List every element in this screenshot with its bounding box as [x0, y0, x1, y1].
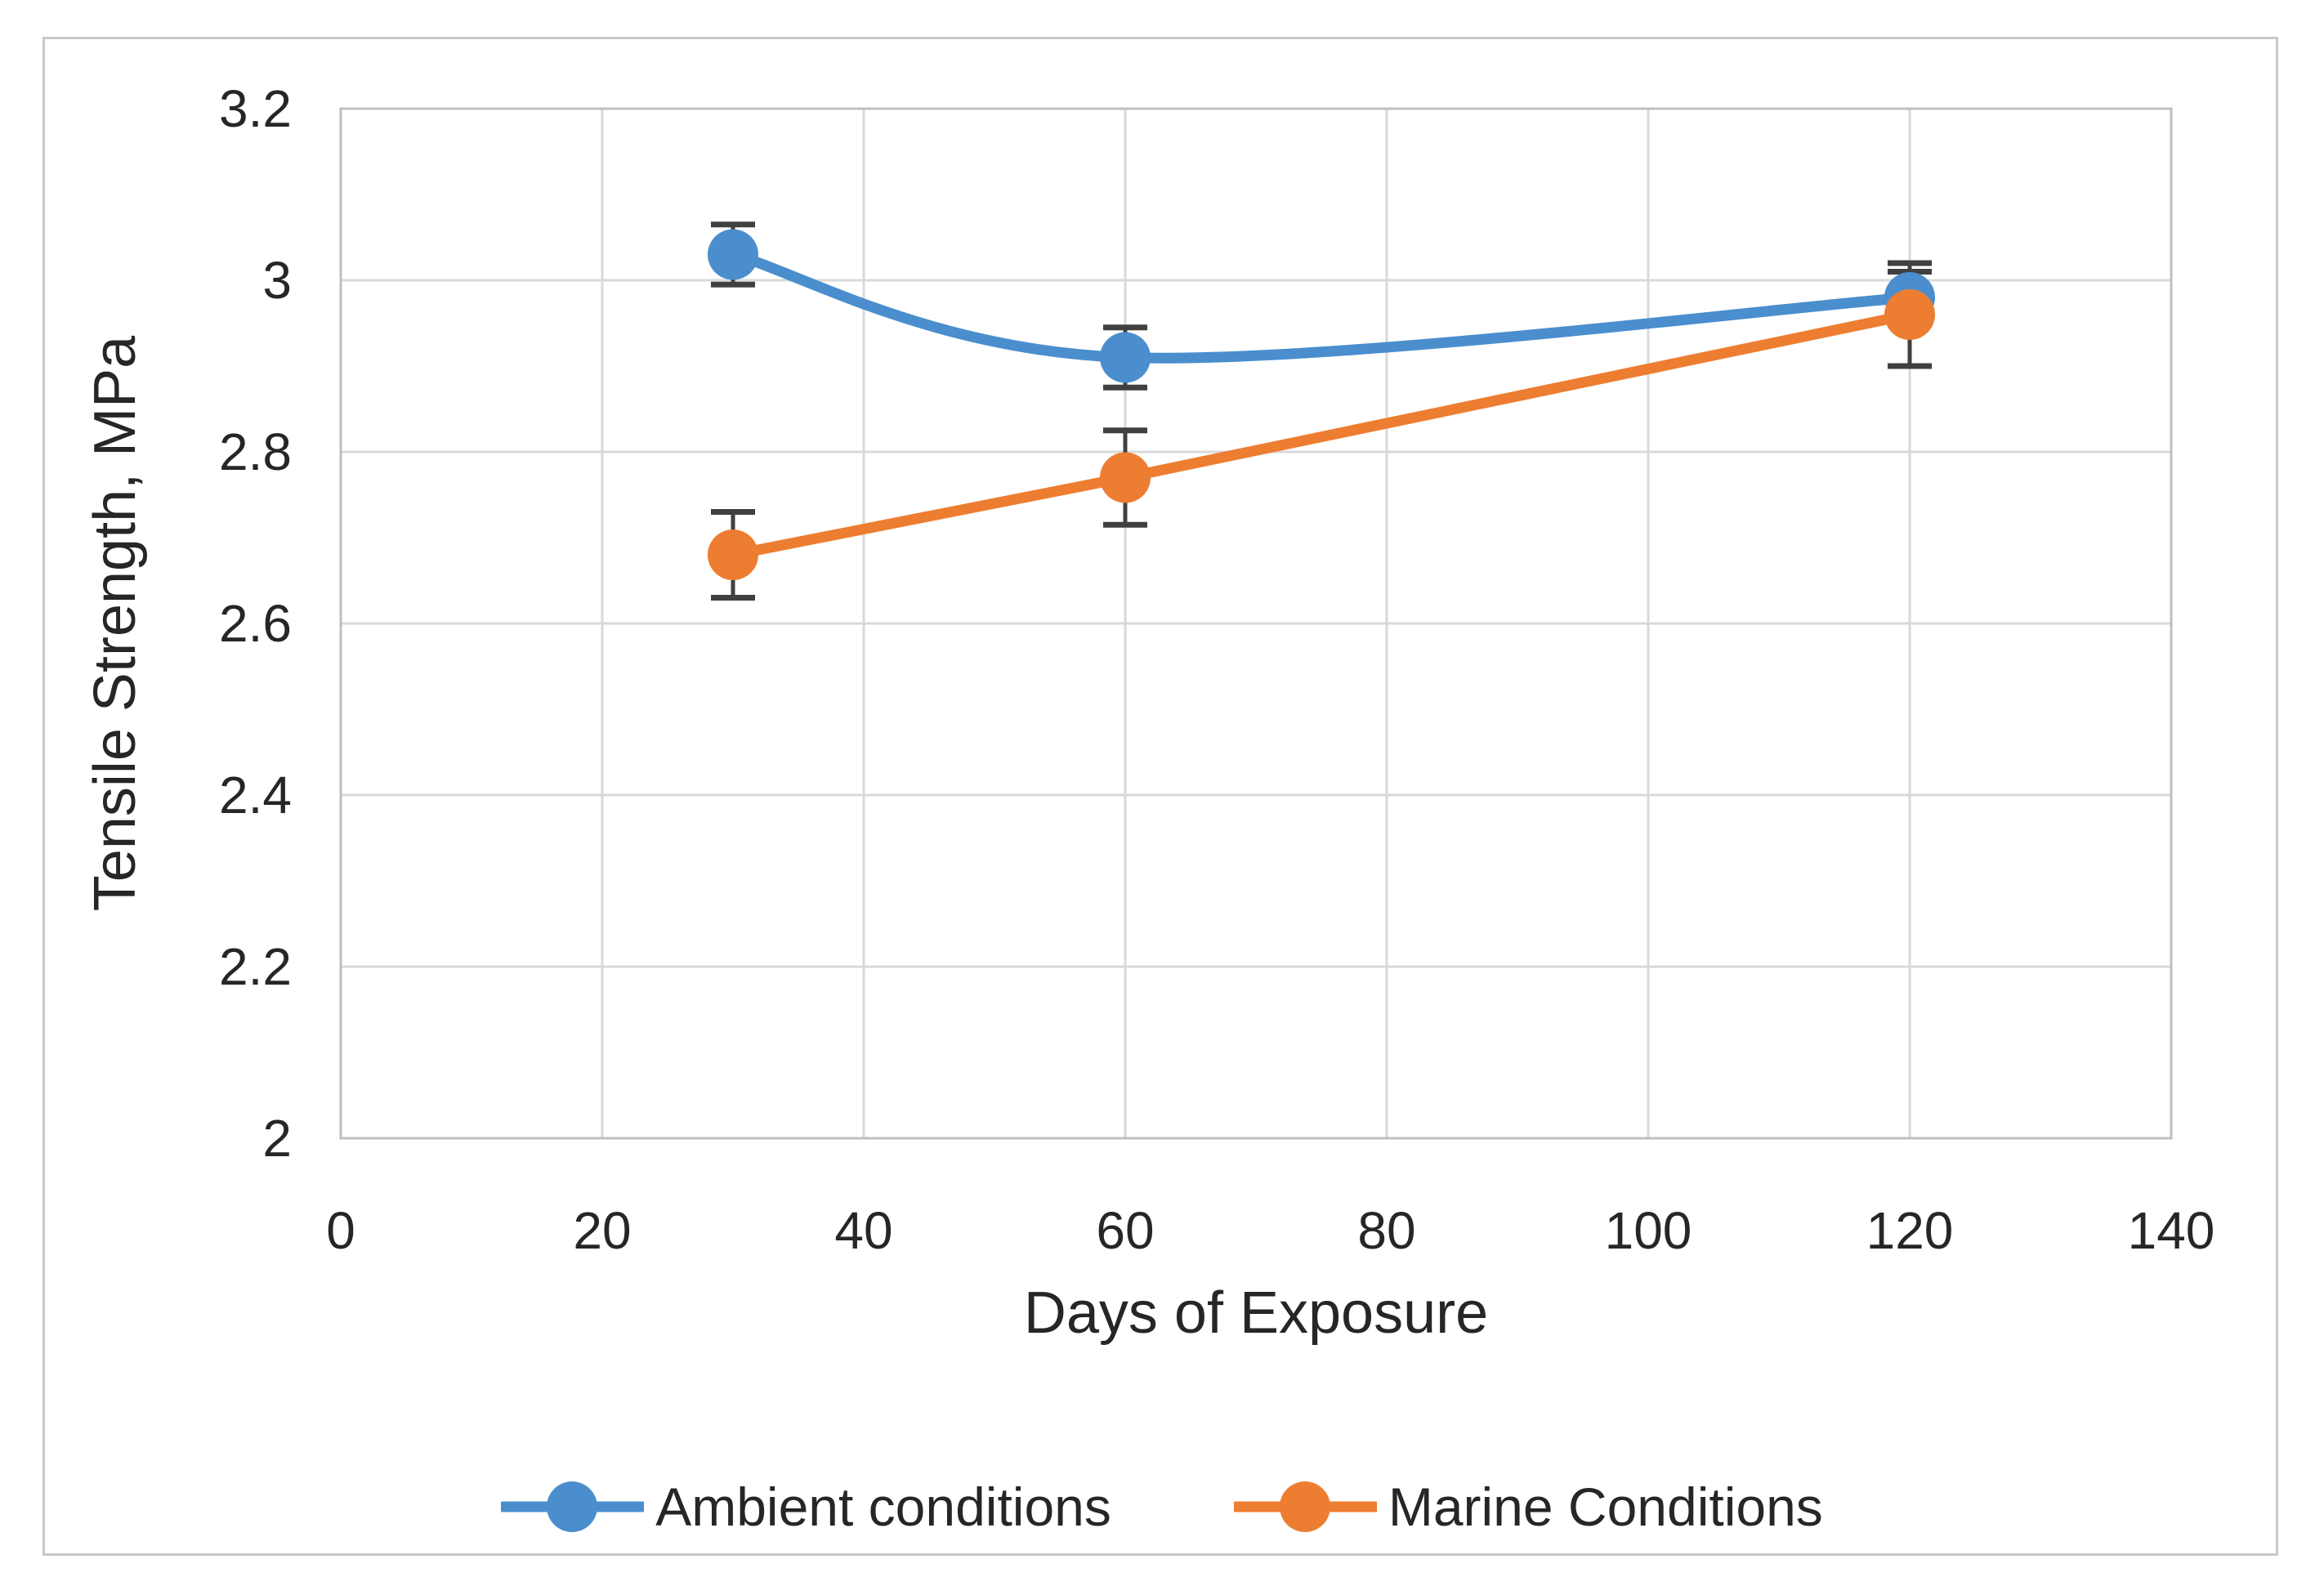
y-tick-label: 2.2 — [219, 937, 292, 996]
y-axis-title: Tensile Strength, MPa — [83, 335, 148, 912]
chart-legend: Ambient conditions Marine Conditions — [0, 1476, 2324, 1538]
data-point-marker-marine-conditions — [1100, 452, 1151, 503]
y-tick-label: 2.4 — [219, 766, 292, 824]
x-tick-label: 80 — [1357, 1201, 1415, 1260]
data-point-marker-marine-conditions — [1884, 289, 1935, 340]
y-tick-label: 3.2 — [219, 79, 292, 138]
y-tick-label: 3 — [262, 251, 292, 310]
data-point-marker-marine-conditions — [708, 529, 758, 580]
legend-item-ambient-conditions: Ambient conditions — [501, 1476, 1111, 1538]
x-tick-label: 60 — [1096, 1201, 1154, 1260]
legend-item-marine-conditions: Marine Conditions — [1233, 1476, 1823, 1538]
x-tick-label: 40 — [834, 1201, 892, 1260]
y-tick-label: 2 — [262, 1109, 292, 1168]
x-tick-label: 120 — [1866, 1201, 1954, 1260]
x-axis-title: Days of Exposure — [1023, 1280, 1489, 1346]
y-tick-label: 2.6 — [219, 594, 292, 653]
x-tick-label: 140 — [2128, 1201, 2215, 1260]
legend-label-ambient-conditions: Ambient conditions — [655, 1477, 1111, 1537]
legend-marker-icon-ambient-conditions — [501, 1481, 645, 1532]
x-tick-label: 20 — [573, 1201, 631, 1260]
y-tick-label: 2.8 — [219, 422, 292, 481]
legend-marker-icon-marine-conditions — [1233, 1481, 1377, 1532]
plot-area-border — [339, 107, 2173, 1140]
x-tick-label: 0 — [326, 1201, 355, 1260]
legend-label-marine-conditions: Marine Conditions — [1388, 1477, 1823, 1537]
data-point-marker-ambient-conditions — [708, 229, 758, 280]
x-tick-label: 100 — [1605, 1201, 1692, 1260]
series-line-ambient-conditions — [727, 249, 1915, 364]
data-point-marker-ambient-conditions — [1100, 332, 1151, 383]
